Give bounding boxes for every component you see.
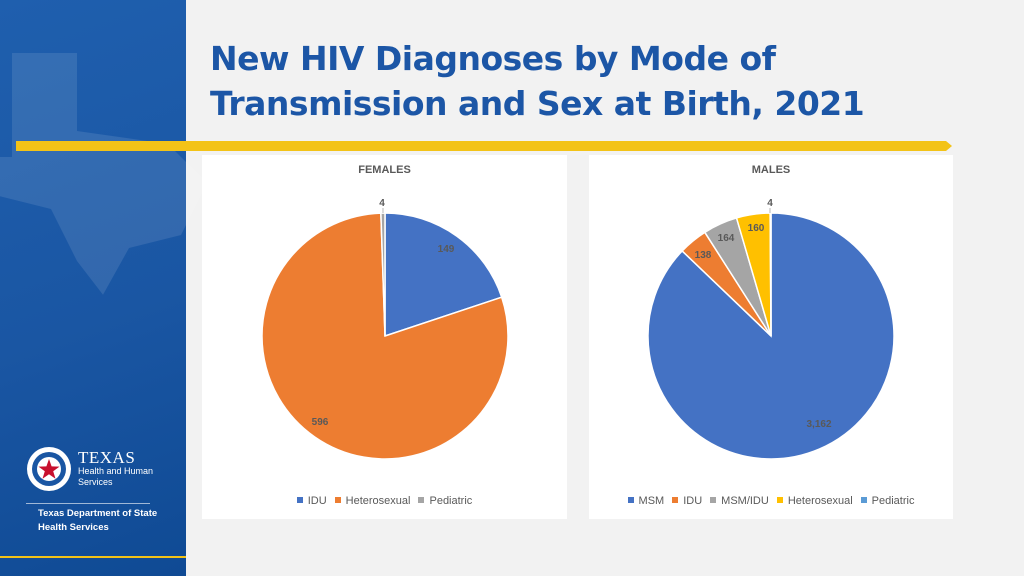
- males-legend-label-idu: IDU: [683, 495, 703, 507]
- females-legend-label-heterosexual: Heterosexual: [345, 495, 411, 507]
- males-legend-swatch-msm: [627, 497, 634, 503]
- title-accent-rule: [16, 141, 952, 151]
- females-pie-chart: 149 596 4: [261, 198, 509, 460]
- females-legend-label-idu: IDU: [307, 495, 327, 507]
- logo-services-line: Services: [78, 477, 113, 487]
- males-data-label-msm: 3,162: [806, 419, 831, 430]
- females-slice-pediatric: [380, 212, 386, 337]
- females-chart-panel: FEMALES 149 596 4 IDU Heterosexual Pediatric: [202, 155, 567, 519]
- males-slice-pediatric: [769, 212, 772, 337]
- males-legend-swatch-idu: [672, 497, 679, 503]
- males-chart-title: MALES: [751, 164, 791, 176]
- slide-title: New HIV Diagnoses by Mode of Transmissio…: [210, 39, 865, 123]
- males-legend-item-msm: MSM: [627, 495, 665, 507]
- females-legend-item-heterosexual: Heterosexual: [334, 495, 411, 507]
- males-legend-item-idu: IDU: [672, 495, 702, 507]
- females-data-label-heterosexual: 596: [312, 417, 329, 428]
- females-data-label-idu: 149: [438, 244, 455, 255]
- females-legend-item-pediatric: Pediatric: [418, 495, 472, 507]
- females-legend-label-pediatric: Pediatric: [429, 495, 473, 507]
- sidebar-band: TEXAS Health and Human Services Texas De…: [0, 0, 207, 576]
- males-data-label-msm-idu: 164: [718, 233, 735, 244]
- females-legend-item-idu: IDU: [296, 495, 327, 507]
- males-legend-label-msm: MSM: [638, 495, 665, 507]
- males-legend-label-pediatric: Pediatric: [871, 495, 915, 507]
- males-legend: MSM IDU MSM/IDU Heterosexual Pediatric: [589, 495, 953, 507]
- females-legend: IDU Heterosexual Pediatric: [202, 495, 567, 507]
- females-slice-heterosexual: [261, 212, 509, 460]
- females-legend-swatch-idu: [296, 497, 303, 503]
- females-slice-idu: [384, 212, 503, 338]
- males-legend-label-heterosexual: Heterosexual: [787, 495, 853, 507]
- males-data-label-heterosexual: 160: [748, 223, 765, 234]
- males-legend-swatch-msm-idu: [710, 497, 717, 503]
- females-legend-swatch-heterosexual: [334, 497, 341, 503]
- females-chart-title: FEMALES: [358, 164, 411, 176]
- dshs-label: Texas Department of State Health Service…: [38, 508, 158, 533]
- sidebar-accent-line: [0, 556, 186, 558]
- logo-texas-text: TEXAS: [78, 448, 136, 467]
- males-pie-chart: 3,162 138 164 160 4: [647, 198, 895, 460]
- males-legend-label-msm-idu: MSM/IDU: [721, 495, 769, 507]
- logo-hhs-line: Health and Human: [78, 466, 154, 476]
- hhs-logo: TEXAS Health and Human Services: [26, 446, 176, 496]
- males-legend-item-pediatric: Pediatric: [860, 495, 915, 507]
- females-legend-swatch-pediatric: [418, 497, 425, 503]
- females-data-label-pediatric: 4: [379, 198, 385, 209]
- texas-watermark-icon: [0, 53, 207, 295]
- males-legend-item-msm-idu: MSM/IDU: [710, 495, 769, 507]
- males-legend-item-heterosexual: Heterosexual: [776, 495, 853, 507]
- texas-seal-icon: [27, 447, 71, 491]
- males-legend-swatch-pediatric: [860, 497, 867, 503]
- logo-divider: [26, 503, 150, 504]
- males-data-label-idu: 138: [695, 250, 712, 261]
- males-legend-swatch-heterosexual: [776, 497, 783, 503]
- males-data-label-pediatric: 4: [767, 198, 773, 209]
- males-chart-panel: MALES 3,162 138 164 160 4 MSM IDU MSM/IDU Heter…: [589, 155, 953, 519]
